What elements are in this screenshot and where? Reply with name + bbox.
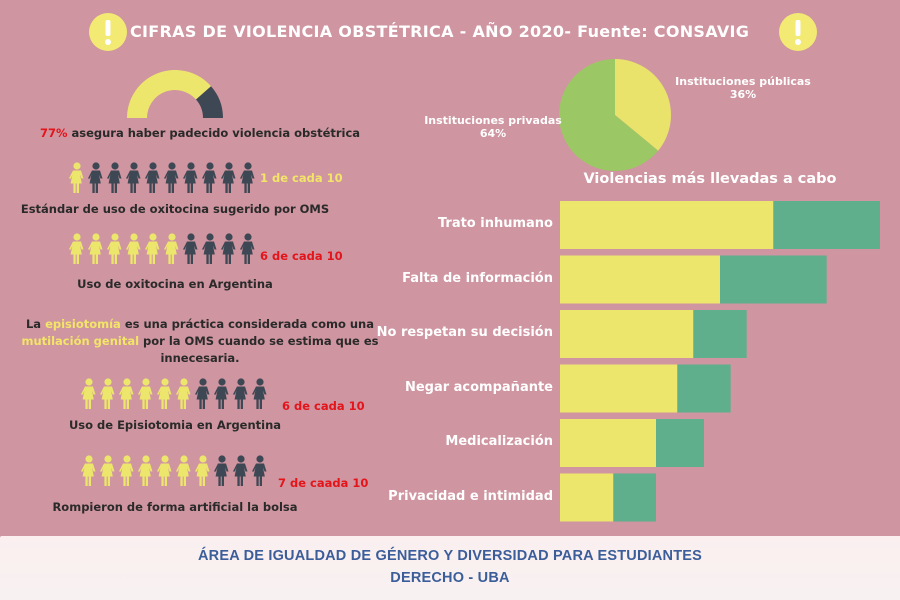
person-icon-highlighted <box>137 378 153 409</box>
pie-label-privadas: Instituciones privadas 64% <box>424 114 562 140</box>
footer-line-2: DERECHO - UBA <box>390 570 510 586</box>
people-row-2 <box>68 233 255 264</box>
person-icon-highlighted <box>80 455 96 486</box>
episiotomia-highlight: episiotomía <box>45 317 121 331</box>
footer-line-1: ÁREA DE IGUALDAD DE GÉNERO Y DIVERSIDAD … <box>198 548 702 564</box>
mutilacion-highlight: mutilación genital <box>21 334 140 348</box>
footer <box>0 536 900 600</box>
person-icon-highlighted <box>68 233 84 264</box>
bar-category-label: Privacidad e intimidad <box>388 488 553 504</box>
people-row-caption: Estándar de uso de oxitocina sugerido po… <box>20 202 330 216</box>
bar-segment-green <box>693 310 747 358</box>
people-row-4 <box>80 455 267 486</box>
person-icon <box>201 162 217 193</box>
gauge-caption: 77% asegura haber padecido violencia obs… <box>20 126 380 140</box>
people-row-label: 7 de caada 10 <box>278 476 369 490</box>
person-icon <box>125 162 141 193</box>
person-icon <box>194 378 210 409</box>
people-row-3 <box>80 378 267 409</box>
person-icon <box>239 233 255 264</box>
person-icon-highlighted <box>163 233 179 264</box>
person-icon-highlighted <box>118 455 134 486</box>
bar-segment-green <box>613 473 656 522</box>
bar-segment-green <box>773 201 880 249</box>
bar-category-label: Medicalización <box>445 434 553 449</box>
people-row-1 <box>68 162 255 193</box>
person-icon-highlighted <box>137 455 153 486</box>
pie-chart <box>559 59 671 171</box>
person-icon <box>201 233 217 264</box>
person-icon <box>251 378 267 409</box>
alert-icon-left <box>89 13 127 51</box>
bar-segment-yellow <box>560 364 678 413</box>
person-icon <box>144 162 160 193</box>
person-icon-highlighted <box>125 233 141 264</box>
bar-segment-yellow <box>560 201 774 249</box>
person-icon-highlighted <box>87 233 103 264</box>
pie-label-publicas: Instituciones públicas 36% <box>675 75 811 101</box>
person-icon <box>239 162 255 193</box>
people-row-caption: Uso de Episiotomia en Argentina <box>68 418 282 432</box>
person-icon-highlighted <box>156 378 172 409</box>
person-icon <box>232 378 248 409</box>
bar-segment-green <box>677 364 731 413</box>
people-row-caption: Uso de oxitocina en Argentina <box>77 277 273 291</box>
gauge-filled-arc <box>127 70 211 119</box>
pie-slice-privadas <box>559 59 659 171</box>
people-row-label: 1 de cada 10 <box>260 171 343 185</box>
episiotomia-note: La episiotomía es una práctica considera… <box>21 317 379 365</box>
bar-category-label: Trato inhumano <box>437 216 553 231</box>
person-icon-highlighted <box>175 455 191 486</box>
bar-segment-yellow <box>560 310 694 358</box>
person-icon-highlighted <box>118 378 134 409</box>
gauge-percent: 77% <box>39 126 68 140</box>
bar-segment-green <box>720 255 827 304</box>
person-icon-highlighted <box>80 378 96 409</box>
bar-segment-yellow <box>560 419 656 467</box>
person-icon-highlighted <box>68 162 84 193</box>
person-icon <box>213 455 229 486</box>
bar-segment-yellow <box>560 473 614 522</box>
bar-chart <box>560 201 880 522</box>
person-icon <box>251 455 267 486</box>
person-icon <box>87 162 103 193</box>
person-icon <box>106 162 122 193</box>
person-icon-highlighted <box>194 455 210 486</box>
person-icon <box>182 162 198 193</box>
gauge-description: asegura haber padecido violencia obstétr… <box>67 126 361 140</box>
bar-category-label: Negar acompañante <box>404 379 553 395</box>
person-icon-highlighted <box>106 233 122 264</box>
bar-chart-title: Violencias más llevadas a cabo <box>583 171 837 187</box>
gauge-remaining-arc <box>195 86 223 119</box>
bar-segment-green <box>656 419 704 467</box>
people-row-label: 6 de cada 10 <box>282 399 365 413</box>
people-row-caption: Rompieron de forma artificial la bolsa <box>52 500 298 514</box>
person-icon-highlighted <box>175 378 191 409</box>
people-row-label: 6 de cada 10 <box>260 249 343 263</box>
person-icon <box>220 233 236 264</box>
person-icon <box>213 378 229 409</box>
alert-icon-right <box>779 13 817 51</box>
person-icon <box>182 233 198 264</box>
person-icon-highlighted <box>99 455 115 486</box>
bar-category-label: Falta de información <box>402 270 553 286</box>
pie-slice-publicas <box>615 59 671 151</box>
person-icon-highlighted <box>99 378 115 409</box>
gauge-chart <box>127 70 223 119</box>
person-icon <box>163 162 179 193</box>
bar-segment-yellow <box>560 255 720 304</box>
bar-category-label: No respetan su decisión <box>376 325 553 340</box>
person-icon-highlighted <box>144 233 160 264</box>
person-icon <box>232 455 248 486</box>
page-title: CIFRAS DE VIOLENCIA OBSTÉTRICA - AÑO 202… <box>130 22 750 41</box>
person-icon <box>220 162 236 193</box>
person-icon-highlighted <box>156 455 172 486</box>
